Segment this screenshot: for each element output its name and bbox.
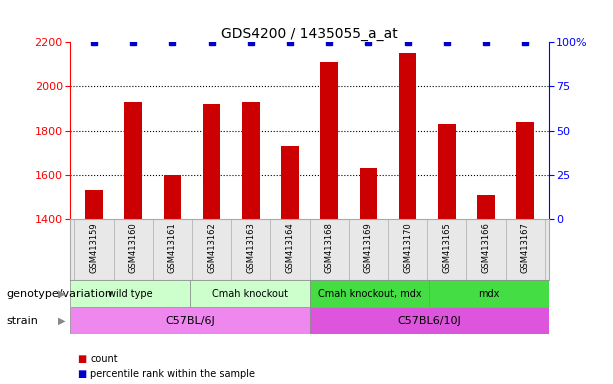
Text: GSM413169: GSM413169 [364, 222, 373, 273]
Bar [70, 307, 310, 334]
Bar [321, 62, 338, 219]
Bar [398, 53, 416, 219]
Text: C57BL6/10J: C57BL6/10J [397, 316, 461, 326]
Bar [242, 102, 259, 219]
Text: GSM413160: GSM413160 [129, 222, 138, 273]
Text: GSM413168: GSM413168 [325, 222, 333, 273]
Title: GDS4200 / 1435055_a_at: GDS4200 / 1435055_a_at [221, 27, 398, 41]
Bar [203, 104, 221, 219]
Bar [85, 190, 103, 219]
Text: count: count [90, 354, 118, 364]
Text: GSM413163: GSM413163 [246, 222, 255, 273]
Text: Cmah knockout, mdx: Cmah knockout, mdx [318, 289, 421, 299]
Text: strain: strain [6, 316, 38, 326]
Bar [516, 122, 534, 219]
Text: wild type: wild type [108, 289, 153, 299]
Bar [124, 102, 142, 219]
Text: Cmah knockout: Cmah knockout [212, 289, 287, 299]
Text: GSM413170: GSM413170 [403, 222, 412, 273]
Text: C57BL/6J: C57BL/6J [165, 316, 215, 326]
Bar [190, 280, 310, 307]
Text: ▶: ▶ [58, 289, 66, 299]
Text: ■: ■ [77, 369, 86, 379]
Bar [429, 280, 549, 307]
Bar [281, 146, 299, 219]
Text: genotype/variation: genotype/variation [6, 289, 112, 299]
Bar [164, 175, 181, 219]
Text: GSM413159: GSM413159 [89, 222, 99, 273]
Bar [310, 307, 549, 334]
Text: ▶: ▶ [58, 316, 66, 326]
Text: GSM413165: GSM413165 [442, 222, 451, 273]
Text: GSM413164: GSM413164 [286, 222, 294, 273]
Text: GSM413162: GSM413162 [207, 222, 216, 273]
Text: GSM413167: GSM413167 [520, 222, 530, 273]
Text: GSM413166: GSM413166 [481, 222, 490, 273]
Bar [477, 195, 495, 219]
Text: percentile rank within the sample: percentile rank within the sample [90, 369, 255, 379]
Bar [310, 280, 429, 307]
Bar [360, 168, 377, 219]
Text: GSM413161: GSM413161 [168, 222, 177, 273]
Bar [70, 280, 190, 307]
Text: mdx: mdx [478, 289, 500, 299]
Text: ■: ■ [77, 354, 86, 364]
Bar [438, 124, 455, 219]
